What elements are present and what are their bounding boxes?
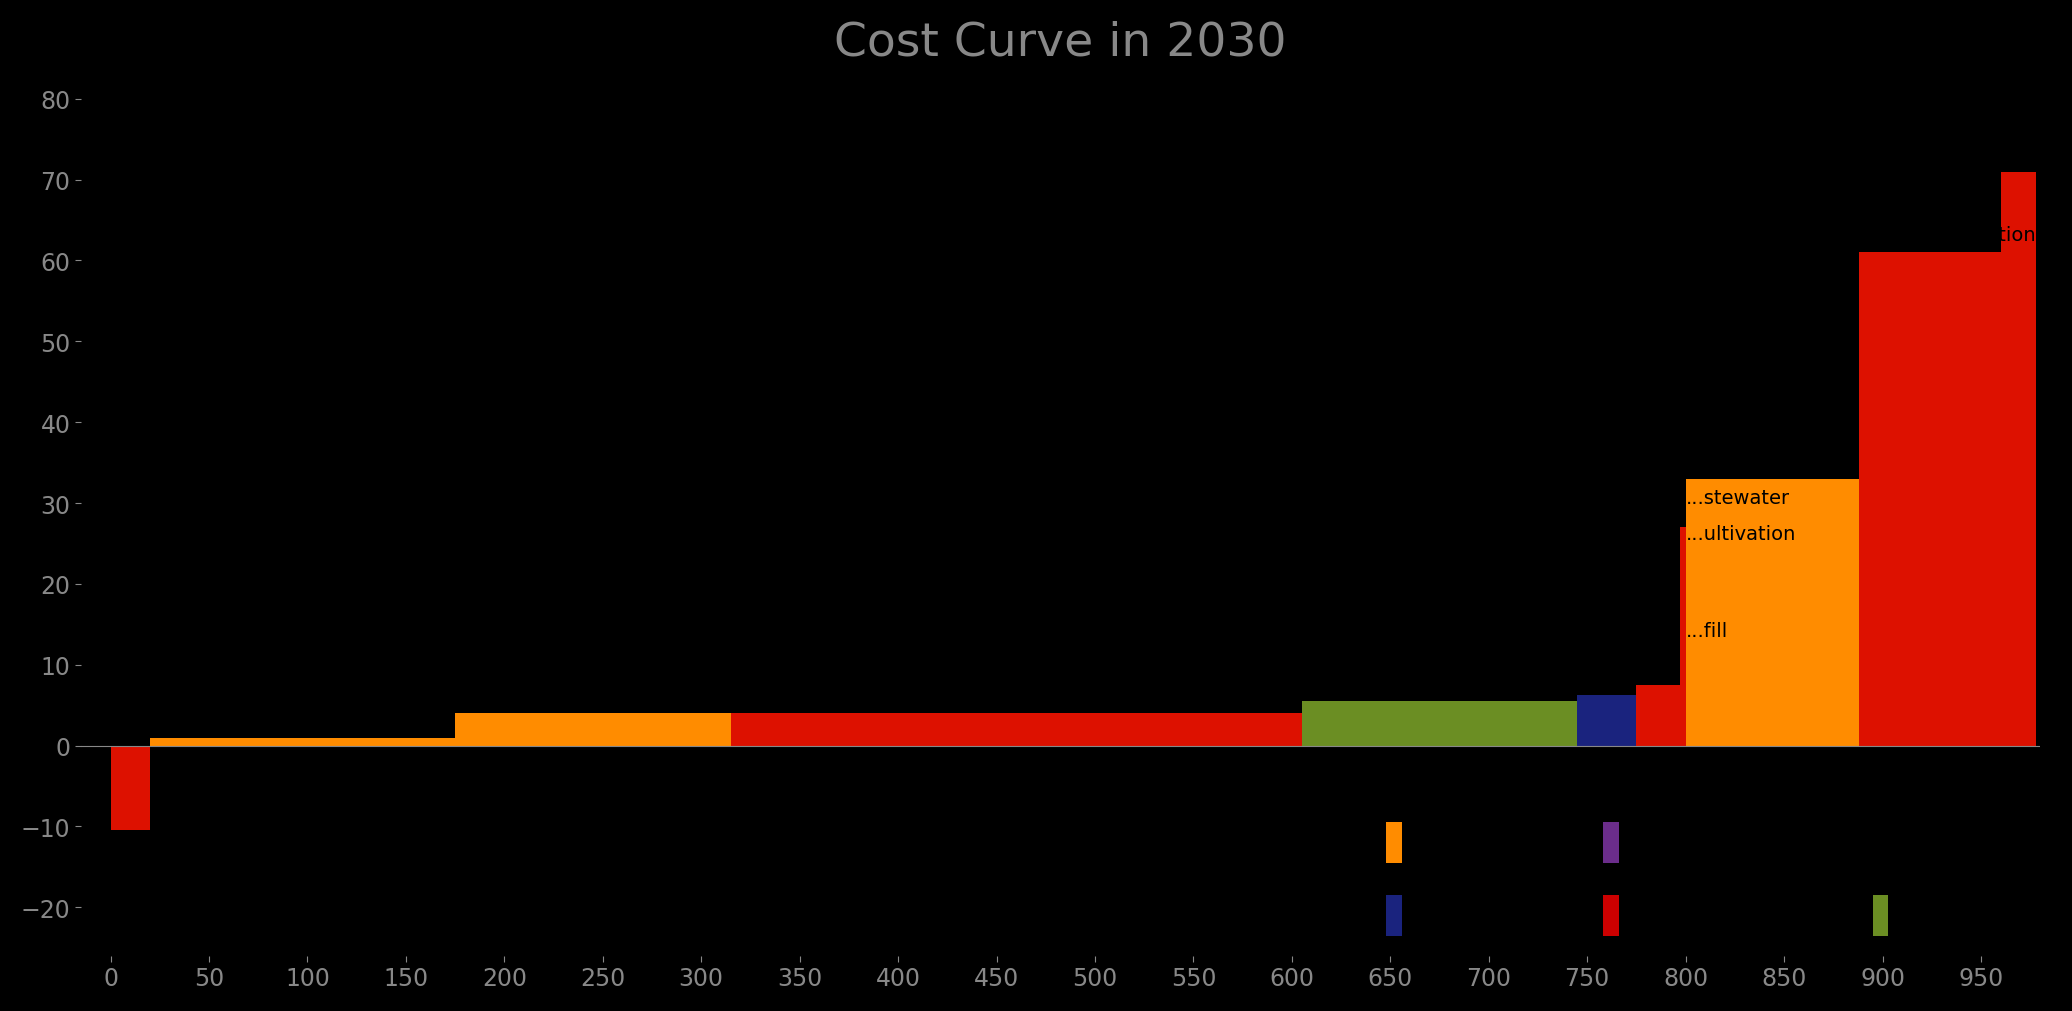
Bar [1637, 685, 1680, 746]
Bar [2002, 172, 2037, 746]
Bar [1386, 895, 1403, 935]
Text: ...stewater: ...stewater [1687, 488, 1790, 508]
Text: ...tation: ...tation [1962, 226, 2037, 245]
Bar [731, 714, 1301, 746]
Bar [1687, 479, 1859, 746]
Bar [1386, 823, 1403, 863]
Bar [1873, 895, 1888, 935]
Bar [110, 746, 149, 831]
Title: Cost Curve in 2030: Cost Curve in 2030 [835, 21, 1287, 66]
Bar [456, 714, 731, 746]
Text: ...e ACs: ...e ACs [1687, 428, 1759, 447]
Bar [1859, 253, 2002, 746]
Bar [1301, 702, 1430, 746]
Bar [149, 739, 456, 746]
Bar [1577, 696, 1637, 746]
Bar [1604, 895, 1618, 935]
Bar [1604, 823, 1618, 863]
Bar [1430, 702, 1577, 746]
Text: ...fill: ...fill [1687, 622, 1728, 641]
Bar [1680, 528, 1687, 746]
Text: ...ultivation: ...ultivation [1687, 525, 1796, 544]
